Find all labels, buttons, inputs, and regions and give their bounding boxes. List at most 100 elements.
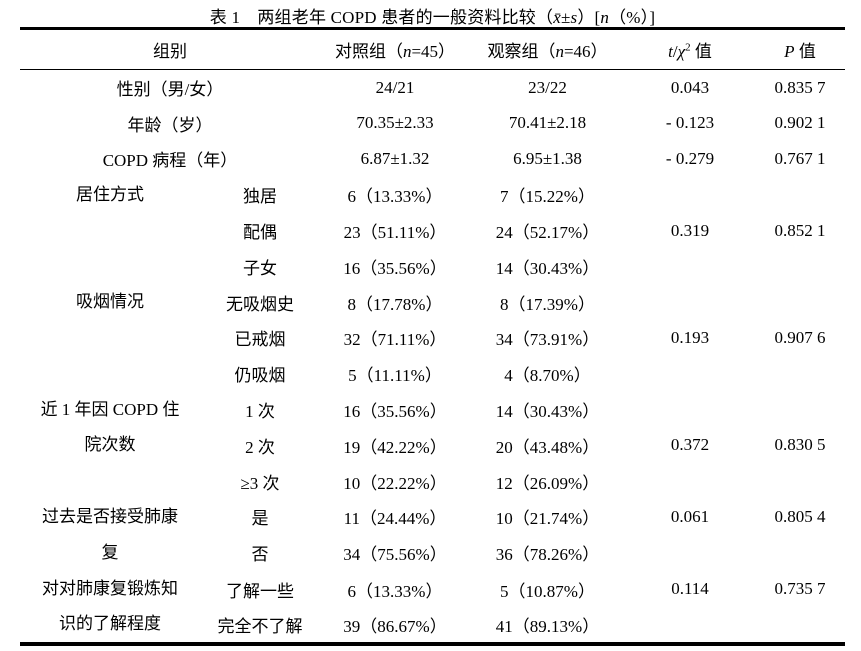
header-control-text: 对照组（	[334, 42, 403, 61]
p-value-cell	[755, 356, 845, 392]
header-control-n: n	[402, 42, 412, 61]
statistic-value-cell	[625, 607, 755, 644]
table-row: 近 1 年因 COPD 住院次数 1 次 16（35.56%） 14（30.43…	[20, 392, 845, 455]
header-observation-count: =46）	[563, 42, 608, 61]
observation-value-cell: 41（89.13%）	[495, 617, 600, 637]
category-line: 近 1 年因 COPD 住	[40, 399, 180, 419]
p-value-cell	[755, 535, 845, 571]
category-line: 复	[101, 542, 119, 562]
p-value-cell: 0.835 7	[774, 77, 826, 97]
p-value-cell: 0.735 7	[774, 579, 826, 599]
statistic-value-cell: 0.372	[670, 435, 710, 455]
chi-squared-sup: 2	[685, 41, 691, 54]
statistic-value-cell	[625, 535, 755, 571]
table-row: 否 34（75.56%） 36（78.26%）	[20, 535, 845, 571]
subcategory-cell: 已戒烟	[234, 330, 286, 350]
control-value-cell: 19（42.22%）	[343, 437, 447, 457]
observation-value-cell: 23/22	[528, 77, 567, 97]
control-value-cell: 6（13.33%）	[347, 581, 443, 601]
t-symbol: t	[668, 42, 673, 61]
table-row: 吸烟情况 无吸烟史 8（17.78%） 8（17.39%）	[20, 284, 845, 320]
title-bracket: ）[	[577, 8, 601, 27]
table-row: 完全不了解 39（86.67%） 41（89.13%）	[20, 607, 845, 644]
p-value-cell	[755, 284, 845, 320]
observation-value-cell: 10（21.74%）	[495, 509, 600, 529]
statistic-value-cell: - 0.279	[665, 148, 715, 168]
category-cell: 吸烟情况	[76, 292, 144, 312]
header-observation-text: 观察组（	[487, 42, 556, 61]
control-value-cell: 34（75.56%）	[343, 545, 447, 565]
subcategory-cell: 配偶	[243, 223, 277, 243]
observation-value-cell: 6.95±1.38	[513, 148, 582, 168]
table-row: 年龄（岁） 70.35±2.33 70.41±2.18 - 0.123 0.90…	[20, 105, 845, 141]
category-cell: 居住方式	[76, 184, 144, 204]
table-title-text: 表 1 两组老年 COPD 患者的一般资料比较（	[209, 8, 554, 27]
p-value-cell: 0.830 5	[774, 435, 826, 455]
subcategory-cell: 无吸烟史	[226, 294, 294, 314]
table-row: 性别（男/女） 24/21 23/22 0.043 0.835 7	[20, 70, 845, 106]
category-cell: 过去是否接受肺康复	[20, 499, 200, 571]
p-value-cell: 0.902 1	[774, 113, 826, 133]
slash: /	[672, 42, 678, 61]
control-value-cell: 39（86.67%）	[343, 617, 447, 637]
control-value-cell: 70.35±2.33	[356, 113, 434, 133]
table-row: 子女 16（35.56%） 14（30.43%）	[20, 248, 845, 284]
p-value-cell	[755, 463, 845, 499]
p-value-cell: 0.852 1	[774, 220, 826, 240]
observation-value-cell: 36（78.26%）	[495, 545, 600, 565]
table-body: 性别（男/女） 24/21 23/22 0.043 0.835 7 年龄（岁） …	[20, 70, 845, 645]
statistic-value-cell	[625, 463, 755, 499]
table-row: 配偶 23（51.11%） 24（52.17%） 0.319 0.852 1	[20, 213, 845, 249]
p-value-cell	[755, 177, 845, 213]
category-cell: 性别（男/女）	[116, 80, 224, 100]
table-row: 2 次 19（42.22%） 20（43.48%） 0.372 0.830 5	[20, 427, 845, 463]
observation-value-cell: 7（15.22%）	[500, 187, 595, 207]
category-line: 过去是否接受肺康	[42, 507, 178, 527]
table-row: COPD 病程（年） 6.87±1.32 6.95±1.38 - 0.279 0…	[20, 141, 845, 177]
control-value-cell: 11（24.44%）	[343, 509, 447, 529]
observation-value-cell: 20（43.48%）	[495, 437, 600, 457]
control-value-cell: 16（35.56%）	[343, 258, 447, 278]
subcategory-cell: 独居	[243, 187, 277, 207]
category-cell: 近 1 年因 COPD 住院次数	[20, 392, 200, 499]
control-value-cell: 16（35.56%）	[343, 402, 447, 422]
subcategory-cell: 1 次	[245, 402, 275, 422]
header-p-value: P 值	[755, 29, 845, 70]
statistic-value-cell: 0.061	[670, 506, 710, 526]
observation-value-cell: 34（73.91%）	[495, 330, 600, 350]
header-observation-n: n	[555, 42, 564, 61]
observation-value-cell: 70.41±2.18	[508, 113, 587, 133]
observation-value-cell: 14（30.43%）	[495, 402, 600, 422]
table-row: 已戒烟 32（71.11%） 34（73.91%） 0.193 0.907 6	[20, 320, 845, 356]
p-value-cell: 0.767 1	[774, 148, 826, 168]
observation-value-cell: 8（17.39%）	[500, 294, 595, 314]
header-control-group: 对照组（n=45）	[320, 29, 470, 70]
p-value-cell	[755, 392, 845, 428]
observation-value-cell: 4（8.70%）	[504, 366, 591, 386]
statistic-value-cell: 0.193	[670, 327, 710, 347]
n-symbol: n	[600, 8, 610, 27]
control-value-cell: 10（22.22%）	[343, 473, 447, 493]
s-symbol: s	[570, 8, 578, 27]
category-cell: COPD 病程（年）	[102, 151, 238, 171]
statistic-value-cell	[625, 248, 755, 284]
control-value-cell: 24/21	[375, 77, 415, 97]
header-statistic: t/χ2 值	[625, 29, 755, 70]
control-value-cell: 8（17.78%）	[347, 294, 443, 314]
statistic-label: 值	[690, 42, 712, 61]
observation-value-cell: 24（52.17%）	[495, 223, 600, 243]
plus-minus-symbol: ±	[560, 8, 571, 27]
subcategory-cell: ≥3 次	[240, 473, 280, 493]
subcategory-cell: 否	[251, 545, 269, 565]
control-value-cell: 5（11.11%）	[348, 366, 442, 386]
comparison-table: 组别 对照组（n=45） 观察组（n=46） t/χ2 值 P 值 性别（男/女…	[20, 27, 845, 647]
category-line: 识的了解程度	[59, 614, 161, 634]
statistic-value-cell	[625, 392, 755, 428]
chi-symbol: χ	[677, 42, 686, 61]
p-value-cell: 0.907 6	[774, 327, 826, 347]
statistic-value-cell	[625, 284, 755, 320]
xbar-symbol: x̄	[553, 8, 561, 27]
control-value-cell: 23（51.11%）	[343, 223, 447, 243]
statistic-value-cell: 0.114	[671, 579, 709, 599]
